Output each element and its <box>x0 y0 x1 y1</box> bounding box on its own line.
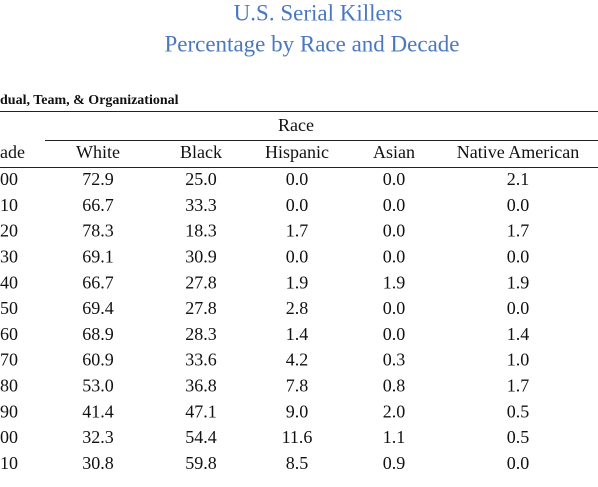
row-label: 00 <box>0 427 18 447</box>
cell: 2.1 <box>507 169 530 189</box>
column-header: ade <box>0 142 25 162</box>
cell: 69.1 <box>82 247 114 267</box>
cell: 54.4 <box>185 427 217 447</box>
cell: 0.0 <box>383 324 406 344</box>
cell: 47.1 <box>185 401 217 421</box>
row-label: 70 <box>0 350 18 370</box>
cell: 11.6 <box>282 427 313 447</box>
cell: 28.3 <box>185 324 217 344</box>
group-header: Race <box>278 115 314 135</box>
row-label: 10 <box>0 195 18 215</box>
row-label: 90 <box>0 401 18 421</box>
cell: 27.8 <box>185 298 217 318</box>
cell: 0.0 <box>507 453 530 473</box>
column-header: White <box>76 142 120 162</box>
cell: 32.3 <box>82 427 114 447</box>
cell: 1.0 <box>507 350 530 370</box>
column-header: Native American <box>457 142 579 162</box>
cell: 27.8 <box>185 272 217 292</box>
cell: 4.2 <box>286 350 309 370</box>
cell: 66.7 <box>82 272 114 292</box>
cell: 0.0 <box>286 169 309 189</box>
cell: 69.4 <box>82 298 114 318</box>
row-label: 10 <box>0 453 18 473</box>
cell: 0.0 <box>383 298 406 318</box>
cell: 0.0 <box>383 169 406 189</box>
cell: 0.0 <box>286 247 309 267</box>
cell: 1.7 <box>286 221 309 241</box>
cell: 1.4 <box>286 324 309 344</box>
cell: 59.8 <box>185 453 217 473</box>
cell: 33.6 <box>185 350 217 370</box>
column-header: Asian <box>373 142 415 162</box>
cell: 78.3 <box>82 221 114 241</box>
title: U.S. Serial Killers <box>234 0 403 25</box>
cell: 30.9 <box>185 247 217 267</box>
row-label: 40 <box>0 272 18 292</box>
cell: 1.7 <box>507 376 530 396</box>
cell: 53.0 <box>82 376 114 396</box>
cell: 0.8 <box>383 376 406 396</box>
row-label: 00 <box>0 169 18 189</box>
cell: 1.1 <box>383 427 406 447</box>
cell: 0.5 <box>507 401 530 421</box>
cell: 1.9 <box>383 272 406 292</box>
cell: 0.3 <box>383 350 406 370</box>
cell: 1.9 <box>507 272 530 292</box>
cell: 36.8 <box>185 376 217 396</box>
subtitle: Percentage by Race and Decade <box>164 31 459 56</box>
cell: 72.9 <box>82 169 114 189</box>
row-label: 60 <box>0 324 18 344</box>
cell: 0.5 <box>507 427 530 447</box>
column-header: Black <box>180 142 222 162</box>
cell: 0.0 <box>383 195 406 215</box>
cell: 0.0 <box>507 195 530 215</box>
cell: 18.3 <box>185 221 217 241</box>
cell: 25.0 <box>185 169 217 189</box>
row-label: 80 <box>0 376 18 396</box>
cell: 0.0 <box>383 221 406 241</box>
cell: 66.7 <box>82 195 114 215</box>
cell: 41.4 <box>82 401 114 421</box>
cell: 1.7 <box>507 221 530 241</box>
row-label: 30 <box>0 247 18 267</box>
section-heading: dual, Team, & Organizational <box>0 93 179 108</box>
cell: 2.8 <box>286 298 309 318</box>
cell: 8.5 <box>286 453 309 473</box>
cell: 68.9 <box>82 324 114 344</box>
cell: 0.0 <box>286 195 309 215</box>
row-label: 50 <box>0 298 18 318</box>
cell: 7.8 <box>286 376 309 396</box>
cell: 2.0 <box>383 401 406 421</box>
cell: 0.0 <box>383 247 406 267</box>
row-label: 20 <box>0 221 18 241</box>
cell: 0.0 <box>507 247 530 267</box>
cell: 1.9 <box>286 272 309 292</box>
cell: 0.9 <box>383 453 406 473</box>
cell: 9.0 <box>286 401 309 421</box>
cell: 60.9 <box>82 350 114 370</box>
cell: 0.0 <box>507 298 530 318</box>
column-header: Hispanic <box>265 142 329 162</box>
cell: 30.8 <box>82 453 114 473</box>
cell: 33.3 <box>185 195 217 215</box>
cell: 1.4 <box>507 324 530 344</box>
